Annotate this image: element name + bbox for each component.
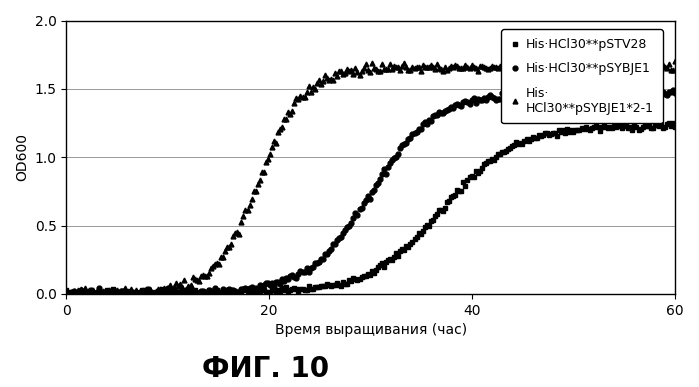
Text: ФИГ. 10: ФИГ. 10 bbox=[202, 355, 329, 383]
Y-axis label: OD600: OD600 bbox=[15, 133, 29, 181]
Legend: His·HCl30**pSTV28, His·HCl30**pSYBJE1, His·
HCl30**pSYBJE1*2-1: His·HCl30**pSTV28, His·HCl30**pSYBJE1, H… bbox=[501, 29, 663, 123]
X-axis label: Время выращивания (час): Время выращивания (час) bbox=[275, 323, 467, 337]
